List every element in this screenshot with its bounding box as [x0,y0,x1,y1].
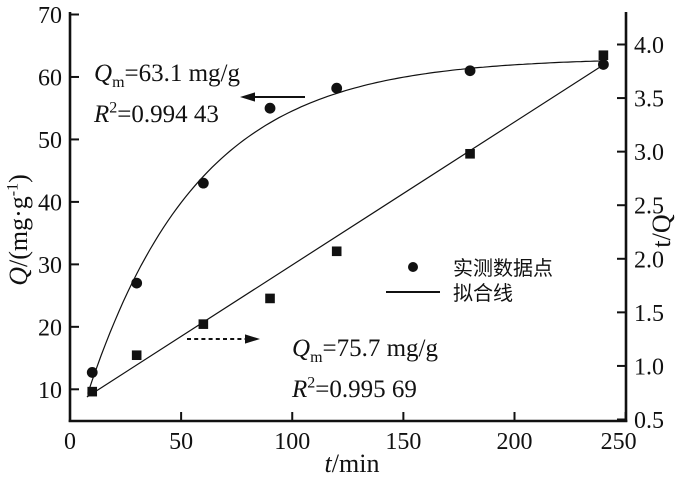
data-point-circle [331,82,343,94]
y-left-axis-title: Q/(mg·g-1) [4,174,33,286]
y-right-tick-label: 3.0 [634,140,664,166]
data-point-square [598,50,609,61]
y-right-axis-title: t/Q [647,131,677,331]
y-right-tick-label: 2.0 [634,247,664,273]
y-left-tick-label: 10 [38,378,62,404]
y-left-tick-label: 40 [38,190,62,216]
data-point-circle [464,65,476,77]
annotation-second-order-fit: Qm=75.7 mg/g R2=0.995 69 [292,328,438,410]
y-right-title-symbol: t/Q [647,214,676,248]
data-point-square [265,293,275,304]
legend-item-fit-line: 拟合线 [384,279,553,305]
annotation-qm-line: Qm=63.1 mg/g [94,60,241,91]
legend-label: 拟合线 [453,283,513,305]
annotation-first-order-fit: Qm=63.1 mg/g R2=0.994 43 [94,53,240,135]
y-left-tick-label: 50 [38,128,62,154]
legend-label: 实测数据点 [453,258,553,280]
data-point-circle [86,367,98,378]
data-point-square [131,350,142,361]
data-point-square [87,386,98,397]
annotation-r2-line: R2=0.995 69 [292,374,417,403]
data-point-square [465,148,475,159]
arrow-head-points-to-right-axis [245,334,260,344]
y-left-tick-label: 70 [38,3,62,29]
annotation-qm-line: Qm=75.7 mg/g [292,335,439,366]
y-left-tick-label: 60 [38,65,62,91]
x-tick-label: 250 [601,429,637,455]
x-tick-label: 200 [497,429,533,455]
fitted-curve-first-order [87,60,604,394]
data-point-circle [264,102,276,114]
y-left-tick-label: 20 [38,315,62,341]
x-axis-title: t/min [324,449,380,478]
data-point-circle [598,59,609,70]
x-tick-label: 0 [64,429,76,455]
y-right-tick-label: 1.0 [634,354,664,380]
legend-item-data-points: 实测数据点 [384,254,553,280]
x-tick-label: 100 [274,429,310,455]
y-right-tick-label: 4.0 [634,33,664,59]
arrow-head-points-to-left-axis [240,92,255,102]
legend: 实测数据点 拟合线 [384,254,553,305]
y-right-tick-label: 2.5 [634,194,664,220]
x-title-symbol: t [324,449,332,478]
data-point-circle [197,177,209,189]
data-point-square [331,246,342,257]
y-left-tick-label: 30 [38,253,62,279]
legend-circle-marker-icon [384,261,442,272]
y-right-tick-label: 0.5 [634,408,664,434]
y-right-tick-label: 1.5 [634,301,664,327]
x-tick-label: 150 [385,429,421,455]
data-point-square [198,319,209,329]
x-tick-label: 50 [169,429,193,455]
annotation-r2-line: R2=0.994 43 [94,99,219,128]
fitted-line-second-order [86,64,604,398]
legend-line-marker-icon [384,290,442,293]
y-right-tick-label: 3.5 [634,87,664,113]
data-point-circle [131,277,143,289]
y-left-title-symbol: Q [4,267,33,286]
